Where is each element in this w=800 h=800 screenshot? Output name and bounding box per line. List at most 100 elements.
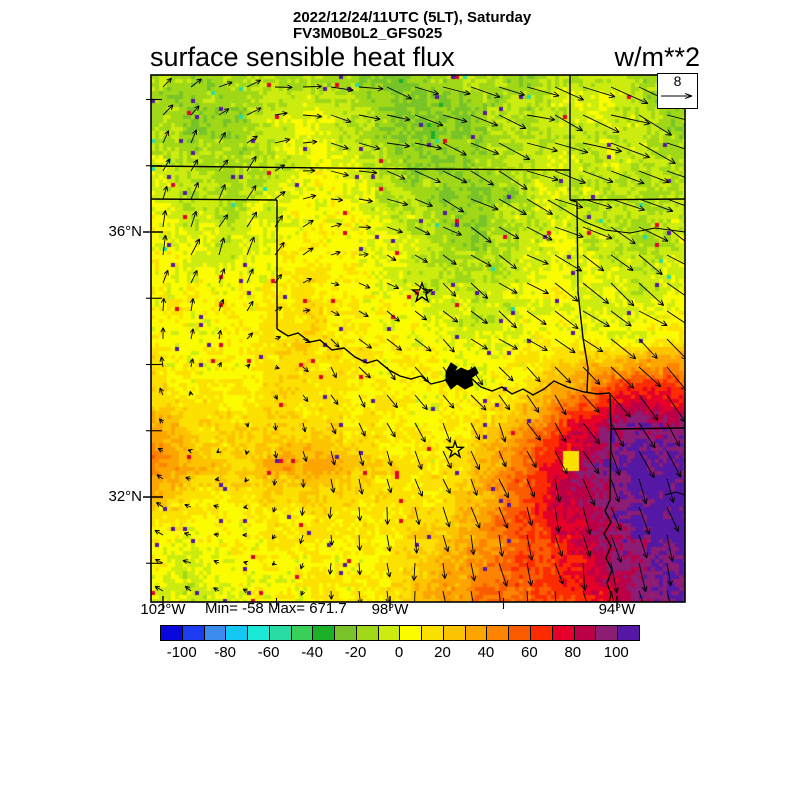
state-border xyxy=(276,328,611,396)
wind-arrow-icon xyxy=(442,394,455,409)
wind-arrow-icon xyxy=(442,506,451,528)
wind-arrow-icon xyxy=(498,422,507,443)
colorbar-tick-label: 100 xyxy=(603,644,629,661)
wind-arrow-icon xyxy=(554,590,557,602)
wind-arrow-icon xyxy=(214,476,220,482)
colorbar-segment xyxy=(508,626,531,640)
wind-arrow-icon xyxy=(414,422,426,443)
wind-arrow-icon xyxy=(554,310,579,330)
wind-arrow-icon xyxy=(189,298,195,312)
wind-arrow-icon xyxy=(414,170,441,184)
wind-arrow-icon xyxy=(330,250,341,256)
wind-arrow-icon xyxy=(184,531,192,537)
colorbar-segment xyxy=(312,626,335,640)
colorbar-tick-label: 80 xyxy=(564,644,582,661)
wind-arrow-icon xyxy=(243,504,249,510)
wind-arrow-icon xyxy=(638,422,656,449)
wind-arrow-icon xyxy=(610,590,615,602)
colorbar-segment xyxy=(377,626,400,640)
wind-arrow-icon xyxy=(470,422,481,441)
wind-arrow-icon xyxy=(329,534,335,546)
colorbar-segment xyxy=(399,626,422,640)
wind-arrow-icon xyxy=(330,197,344,203)
wind-arrow-icon xyxy=(330,338,340,348)
wind-arrow-icon xyxy=(554,142,589,155)
wind-arrow-icon xyxy=(441,562,448,579)
wind-arrow-icon xyxy=(610,534,623,563)
wind-arrow-icon xyxy=(666,562,673,587)
wind-arrow-icon xyxy=(638,394,659,421)
wind-arrow-icon xyxy=(274,164,286,172)
wind-arrow-icon xyxy=(610,450,621,476)
wind-arrow-icon xyxy=(526,422,542,441)
wind-arrow-icon xyxy=(526,86,560,98)
wind-arrow-icon xyxy=(274,306,283,312)
wind-arrow-icon xyxy=(638,366,662,388)
wind-arrow-icon xyxy=(638,338,658,359)
wind-arrow-icon xyxy=(159,387,164,396)
wind-arrow-icon xyxy=(271,534,277,540)
wind-arrow-icon xyxy=(638,170,670,184)
wind-arrow-icon xyxy=(246,236,255,256)
wind-arrow-icon xyxy=(245,363,251,369)
wind-arrow-icon xyxy=(470,86,501,99)
wind-arrow-icon xyxy=(302,338,311,343)
wind-arrow-icon xyxy=(498,478,509,499)
wind-arrow-icon xyxy=(162,234,168,256)
wind-arrow-icon xyxy=(470,170,494,186)
wind-arrow-icon xyxy=(414,478,424,497)
wind-arrow-icon xyxy=(442,170,468,184)
wind-arrow-icon xyxy=(274,364,280,370)
wind-arrow-icon xyxy=(274,137,291,144)
wind-arrow-icon xyxy=(302,113,323,119)
colorbar-tick-label: -60 xyxy=(257,644,280,661)
lat-tick-label: 36°N xyxy=(108,223,142,240)
wind-arrow-icon xyxy=(582,394,600,413)
map-frame xyxy=(150,74,686,603)
wind-arrow-icon xyxy=(554,422,567,443)
wind-arrow-icon xyxy=(554,366,572,384)
wind-arrow-icon xyxy=(330,366,337,379)
colorbar-segment xyxy=(290,626,313,640)
wind-arrow-icon xyxy=(638,534,649,559)
wind-arrow-icon xyxy=(330,394,339,405)
wind-arrow-icon xyxy=(470,478,478,496)
wind-arrow-icon xyxy=(610,226,636,245)
wind-arrow-icon xyxy=(610,170,645,185)
wind-arrow-icon xyxy=(213,532,220,538)
wind-arrow-icon xyxy=(218,184,226,200)
wind-arrow-icon xyxy=(414,590,416,602)
wind-arrow-icon xyxy=(386,394,398,409)
wind-arrow-icon xyxy=(498,450,507,468)
wind-arrow-icon xyxy=(189,328,195,340)
wind-arrow-icon xyxy=(274,335,282,341)
wind-arrow-icon xyxy=(526,282,549,295)
wind-arrow-icon xyxy=(554,478,562,503)
wind-arrow-icon xyxy=(358,85,384,92)
wind-arrow-icon xyxy=(271,560,277,566)
wind-arrow-icon xyxy=(184,585,192,592)
wind-arrow-icon xyxy=(442,86,471,96)
wind-arrow-icon xyxy=(442,338,455,353)
wind-arrow-icon xyxy=(666,422,680,447)
wind-arrow-icon xyxy=(358,394,366,408)
wind-arrow-icon xyxy=(414,338,432,352)
wind-arrow-icon xyxy=(386,170,406,180)
colorbar-segment xyxy=(617,626,639,640)
wind-arrow-icon xyxy=(442,254,457,266)
wind-arrow-icon xyxy=(162,210,168,228)
colorbar-segment xyxy=(573,626,596,640)
units-label: w/m**2 xyxy=(614,42,700,72)
wind-arrow-icon xyxy=(610,198,645,212)
wind-arrow-icon xyxy=(554,170,586,184)
wind-arrow-icon xyxy=(154,529,164,536)
wind-arrow-icon xyxy=(386,338,403,351)
wind-arrow-icon xyxy=(330,281,340,287)
wind-arrow-icon xyxy=(154,585,164,592)
wind-arrow-icon xyxy=(582,86,616,99)
wind-arrow-icon xyxy=(302,366,309,373)
wind-arrow-icon xyxy=(470,226,492,244)
wind-arrow-icon xyxy=(246,300,254,312)
wind-arrow-icon xyxy=(638,114,672,136)
wind-arrow-icon xyxy=(328,590,334,600)
